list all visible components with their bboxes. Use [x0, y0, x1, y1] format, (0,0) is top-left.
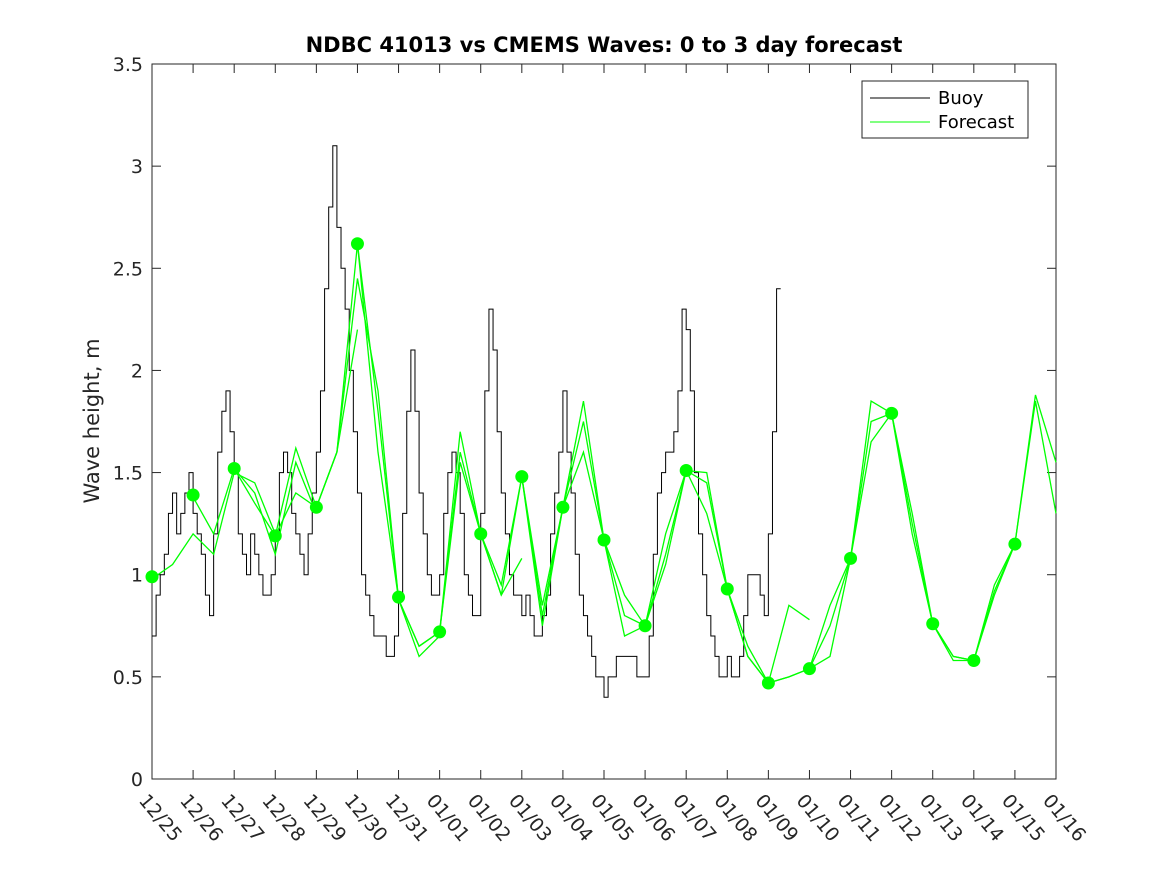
forecast-point — [638, 619, 652, 633]
forecast-point — [802, 662, 816, 676]
forecast-series-line — [603, 468, 728, 628]
forecast-point — [186, 488, 200, 502]
forecast-point — [309, 500, 323, 514]
forecast-series-line — [932, 394, 1057, 662]
forecast-point — [433, 625, 447, 639]
y-tick-label: 1 — [131, 565, 143, 587]
forecast-point — [926, 617, 940, 631]
forecast-series-line — [151, 471, 276, 580]
forecast-series-line — [521, 400, 646, 637]
forecast-series-line — [315, 278, 441, 658]
forecast-point — [392, 590, 406, 604]
y-tick-label: 3.5 — [113, 54, 143, 76]
forecast-series-line — [438, 451, 564, 632]
y-tick-label: 2.5 — [113, 258, 143, 280]
forecast-point — [1008, 537, 1022, 551]
forecast-series-line — [480, 449, 605, 616]
forecast-series-line — [562, 421, 687, 627]
forecast-series-line — [192, 460, 317, 557]
y-axis-label: Wave height, m — [80, 338, 104, 503]
forecast-point — [145, 570, 159, 584]
legend-buoy-label: Buoy — [938, 88, 984, 109]
forecast-point — [844, 551, 858, 565]
forecast-point — [597, 533, 611, 547]
legend: Buoy Forecast — [861, 80, 1029, 139]
forecast-point — [515, 470, 529, 484]
forecast-point — [556, 500, 570, 514]
y-tick-label: 0.5 — [113, 667, 143, 689]
legend-box — [861, 80, 1029, 139]
forecast-series-line — [808, 411, 934, 669]
forecast-series-line — [890, 413, 1016, 662]
forecast-point — [885, 406, 899, 420]
forecast-point — [474, 527, 488, 541]
forecast-point — [761, 676, 775, 690]
buoy-series-line — [152, 145, 781, 698]
legend-forecast-label: Forecast — [938, 112, 1014, 133]
y-tick-label: 3 — [131, 156, 143, 178]
forecast-series-line — [685, 469, 810, 685]
forecast-point — [268, 529, 282, 543]
forecast-point — [679, 464, 693, 478]
y-tick-label: 1.5 — [113, 463, 143, 485]
forecast-point — [227, 461, 241, 475]
forecast-series-line — [768, 400, 892, 684]
chart-title: NDBC 41013 vs CMEMS Waves: 0 to 3 day fo… — [306, 33, 903, 57]
forecast-point — [967, 654, 981, 668]
y-tick-label: 0 — [131, 769, 143, 791]
forecast-point — [350, 237, 364, 251]
y-tick-label: 2 — [131, 360, 143, 382]
forecast-point — [720, 582, 734, 596]
